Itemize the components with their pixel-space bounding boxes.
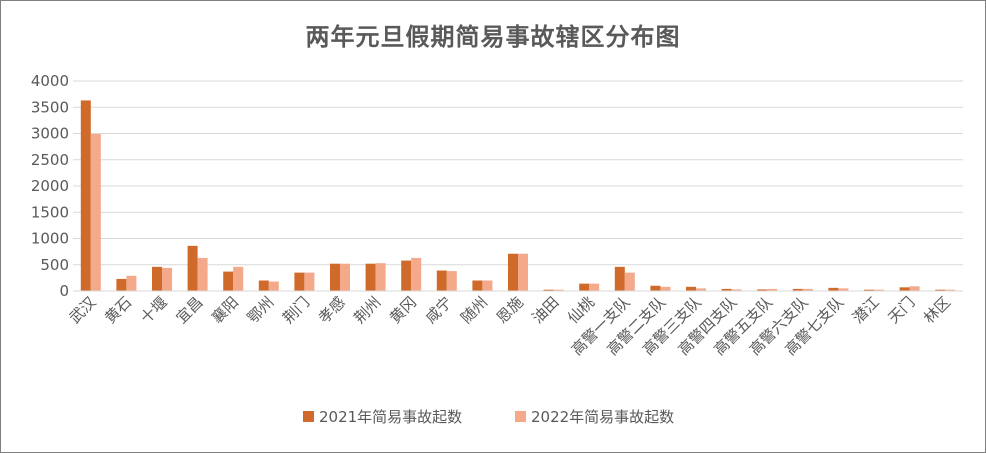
- y-tick-label: 2000: [31, 177, 69, 195]
- bar-2021: [401, 260, 412, 291]
- chart-title: 两年元旦假期简易事故辖区分布图: [305, 23, 681, 51]
- bar-2021: [686, 286, 696, 291]
- legend-label: 2022年简易事故起数: [531, 408, 674, 426]
- bar-2021: [365, 263, 376, 291]
- x-tick-label: 荆门: [279, 293, 313, 327]
- bar-2021: [935, 289, 946, 291]
- y-tick-label: 3500: [31, 98, 69, 116]
- bar-2022: [731, 289, 742, 291]
- x-tick-label: 荆州: [350, 293, 384, 327]
- bar-2022: [268, 281, 279, 291]
- bar-2022: [482, 280, 493, 291]
- bar-2021: [579, 283, 590, 291]
- x-tick-label: 随州: [457, 293, 491, 327]
- bar-2022: [126, 275, 137, 291]
- bar-2021: [436, 270, 447, 291]
- bar-2022: [446, 271, 457, 291]
- bar-2022: [767, 288, 778, 291]
- x-tick-label: 宜昌: [172, 293, 206, 327]
- y-tick-label: 1000: [31, 230, 69, 248]
- x-tick-label: 油田: [528, 293, 562, 327]
- y-tick-label: 3000: [31, 125, 69, 143]
- bar-2022: [909, 286, 920, 291]
- bar-2022: [624, 272, 635, 291]
- bar-2021: [294, 272, 305, 291]
- bar-2021: [508, 253, 518, 291]
- x-tick-label: 咸宁: [422, 293, 456, 327]
- bar-2022: [838, 288, 849, 291]
- bar-2022: [589, 283, 600, 291]
- bar-2022: [304, 272, 315, 291]
- y-tick-label: 0: [59, 282, 69, 300]
- x-tick-label: 林区: [920, 293, 954, 327]
- x-tick-label: 鄂州: [244, 293, 278, 327]
- bar-2021: [650, 285, 661, 291]
- bar-2021: [187, 245, 198, 291]
- legend-label: 2021年简易事故起数: [319, 408, 462, 426]
- bar-2022: [802, 288, 813, 291]
- bar-2022: [660, 286, 671, 291]
- bar-2021: [330, 263, 340, 291]
- bar-2021: [757, 289, 768, 291]
- y-tick-label: 500: [40, 256, 69, 274]
- bar-2022: [162, 267, 172, 291]
- x-tick-label: 恩施: [493, 293, 527, 327]
- x-tick-label: 十堰: [137, 293, 171, 327]
- bar-2021: [116, 278, 127, 291]
- x-tick-label: 黄石: [101, 293, 135, 327]
- bar-2021: [543, 289, 554, 291]
- x-tick-label: 孝感: [315, 293, 349, 327]
- x-tick-label: 黄冈: [386, 293, 420, 327]
- bar-2022: [197, 257, 208, 291]
- x-tick-label: 天门: [884, 293, 918, 327]
- x-tick-label: 潜江: [849, 293, 883, 327]
- bar-2022: [518, 253, 528, 291]
- bar-2022: [340, 263, 350, 291]
- bar-2022: [945, 289, 956, 291]
- bar-2022: [874, 289, 884, 291]
- bar-2021: [258, 280, 269, 291]
- legend-swatch: [515, 411, 526, 422]
- bar-2021: [864, 289, 874, 291]
- y-tick-label: 4000: [31, 72, 69, 90]
- y-tick-label: 2500: [31, 151, 69, 169]
- bar-2021: [899, 287, 910, 291]
- bar-2021: [80, 100, 91, 291]
- bar-2022: [90, 134, 101, 291]
- bar-2021: [223, 271, 234, 291]
- legend-swatch: [303, 411, 314, 422]
- x-tick-label: 襄阳: [208, 293, 242, 327]
- bar-2022: [696, 288, 706, 291]
- bar-2021: [614, 266, 625, 291]
- bar-2022: [375, 263, 386, 291]
- bar-2021: [792, 288, 803, 291]
- bar-2022: [411, 257, 422, 291]
- x-tick-label: 武汉: [66, 293, 100, 327]
- y-tick-label: 1500: [31, 203, 69, 221]
- bar-2021: [828, 287, 839, 291]
- bar-2022: [553, 289, 564, 291]
- bar-2021: [152, 266, 162, 291]
- bar-2022: [233, 266, 244, 291]
- bar-2021: [472, 280, 483, 291]
- bar-2021: [721, 288, 732, 291]
